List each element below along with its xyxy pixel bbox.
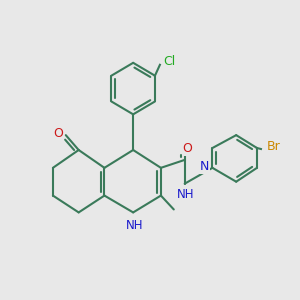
Text: O: O bbox=[53, 127, 63, 140]
Text: Br: Br bbox=[267, 140, 281, 152]
Text: O: O bbox=[183, 142, 193, 154]
Text: N: N bbox=[200, 160, 209, 173]
Text: Cl: Cl bbox=[164, 55, 176, 68]
Text: NH: NH bbox=[125, 219, 143, 232]
Text: NH: NH bbox=[177, 188, 194, 201]
